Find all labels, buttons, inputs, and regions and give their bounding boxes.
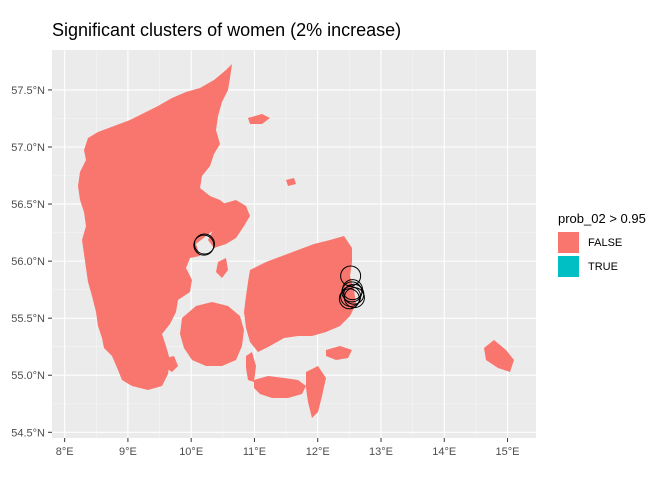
cluster-circle bbox=[341, 281, 363, 303]
x-tick-label: 13°E bbox=[369, 446, 393, 458]
land-jutland bbox=[78, 64, 232, 390]
x-tick-label: 15°E bbox=[496, 446, 520, 458]
x-tick-label: 12°E bbox=[306, 446, 330, 458]
y-tick-label: 55.5°N bbox=[11, 313, 45, 325]
y-tick-label: 57.0°N bbox=[11, 142, 45, 154]
y-tick-label: 55.0°N bbox=[11, 370, 45, 382]
land-langeland bbox=[246, 352, 256, 382]
land-djursland bbox=[208, 200, 250, 248]
cluster-circle bbox=[340, 265, 362, 287]
y-tick-label: 57.5°N bbox=[11, 85, 45, 97]
y-tick-label: 56.5°N bbox=[11, 199, 45, 211]
legend-key-true bbox=[558, 256, 579, 277]
land-falster bbox=[306, 366, 326, 418]
cluster-circle bbox=[193, 234, 215, 256]
y-tick-label: 54.5°N bbox=[11, 427, 45, 439]
cluster-circle bbox=[193, 233, 215, 255]
land-anholt bbox=[248, 114, 270, 124]
legend: prob_02 > 0.95 FALSE TRUE bbox=[558, 211, 646, 278]
y-tick-label: 56.0°N bbox=[11, 256, 45, 268]
land-polygons bbox=[78, 64, 514, 418]
land-laesoe bbox=[286, 178, 296, 186]
x-tick-label: 9°E bbox=[119, 446, 137, 458]
x-tick-label: 10°E bbox=[179, 446, 203, 458]
legend-label: FALSE bbox=[588, 236, 623, 249]
land-samsoe bbox=[216, 258, 228, 278]
x-tick-label: 8°E bbox=[56, 446, 74, 458]
axes: 8°E 9°E 10°E 11°E 12°E 13°E 14°E 15°E 54.5°N 55.0… bbox=[11, 85, 519, 458]
chart-title: Significant clusters of women (2% increa… bbox=[52, 20, 402, 40]
x-tick-label: 11°E bbox=[243, 446, 266, 458]
cluster-circles bbox=[193, 233, 365, 310]
land-zealand bbox=[244, 236, 356, 352]
legend-items: FALSE TRUE bbox=[558, 231, 646, 278]
legend-label: TRUE bbox=[588, 260, 618, 273]
land-als bbox=[166, 356, 178, 372]
cluster-circle bbox=[343, 287, 365, 309]
land-funen bbox=[180, 302, 244, 366]
legend-title: prob_02 > 0.95 bbox=[558, 211, 646, 226]
land-lolland bbox=[254, 376, 306, 398]
land-moen bbox=[326, 346, 352, 360]
legend-item-true: TRUE bbox=[558, 255, 646, 278]
x-tick-label: 14°E bbox=[432, 446, 456, 458]
legend-item-false: FALSE bbox=[558, 231, 646, 254]
land-bornholm bbox=[484, 340, 514, 372]
legend-key-false bbox=[558, 232, 579, 253]
